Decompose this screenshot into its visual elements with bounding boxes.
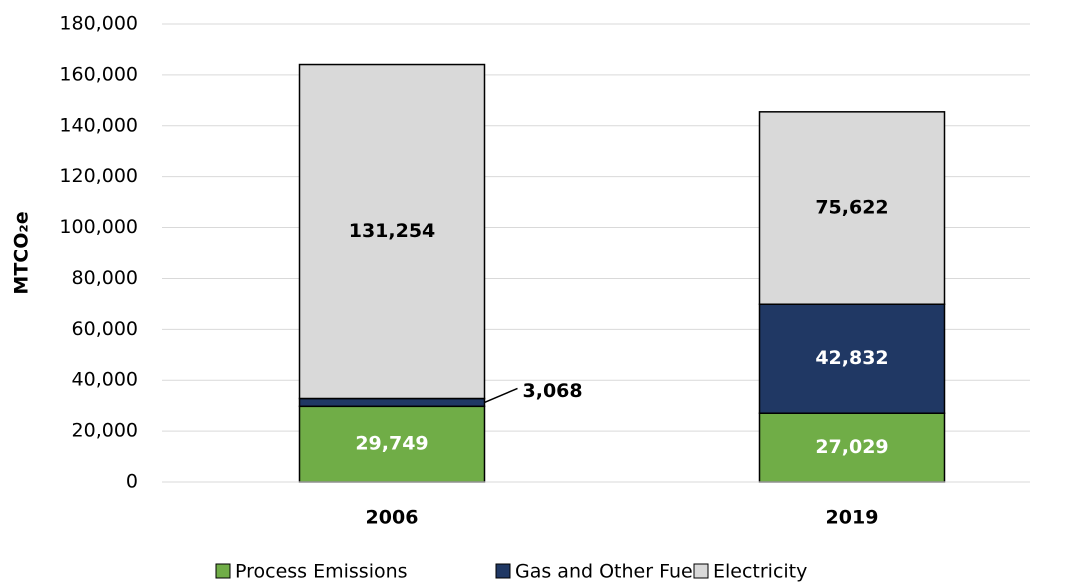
y-tick-label: 60,000 [72, 318, 138, 340]
x-tick-label: 2019 [826, 507, 879, 529]
y-axis-label: MTCO₂e [11, 211, 33, 294]
legend-swatch [693, 563, 709, 579]
y-tick-label: 40,000 [72, 369, 138, 391]
y-tick-label: 180,000 [59, 13, 138, 35]
bar-segment [298, 63, 486, 400]
legend-swatch [495, 563, 511, 579]
legend-label: Process Emissions [235, 561, 408, 583]
y-tick-label: 80,000 [72, 267, 138, 289]
data-label: 42,832 [815, 347, 888, 369]
y-tick-label: 0 [126, 471, 138, 493]
legend-swatch [215, 563, 231, 579]
y-tick-label: 120,000 [59, 165, 138, 187]
bar-segment [758, 303, 946, 414]
leader-line [484, 387, 518, 404]
y-tick-label: 160,000 [59, 63, 138, 85]
data-label: 75,622 [815, 197, 888, 219]
legend-label: Electricity [713, 561, 807, 583]
data-label: 131,254 [349, 220, 436, 242]
y-tick-label: 140,000 [59, 114, 138, 136]
x-tick-label: 2006 [366, 507, 419, 529]
legend-label: Gas and Other Fuels [515, 561, 708, 583]
bar-segment [758, 111, 946, 305]
data-label: 29,749 [355, 433, 428, 455]
bar-segment [298, 397, 486, 408]
y-tick-label: 100,000 [59, 216, 138, 238]
y-tick-label: 20,000 [72, 420, 138, 442]
data-label: 3,068 [523, 380, 583, 402]
data-label: 27,029 [815, 436, 888, 458]
